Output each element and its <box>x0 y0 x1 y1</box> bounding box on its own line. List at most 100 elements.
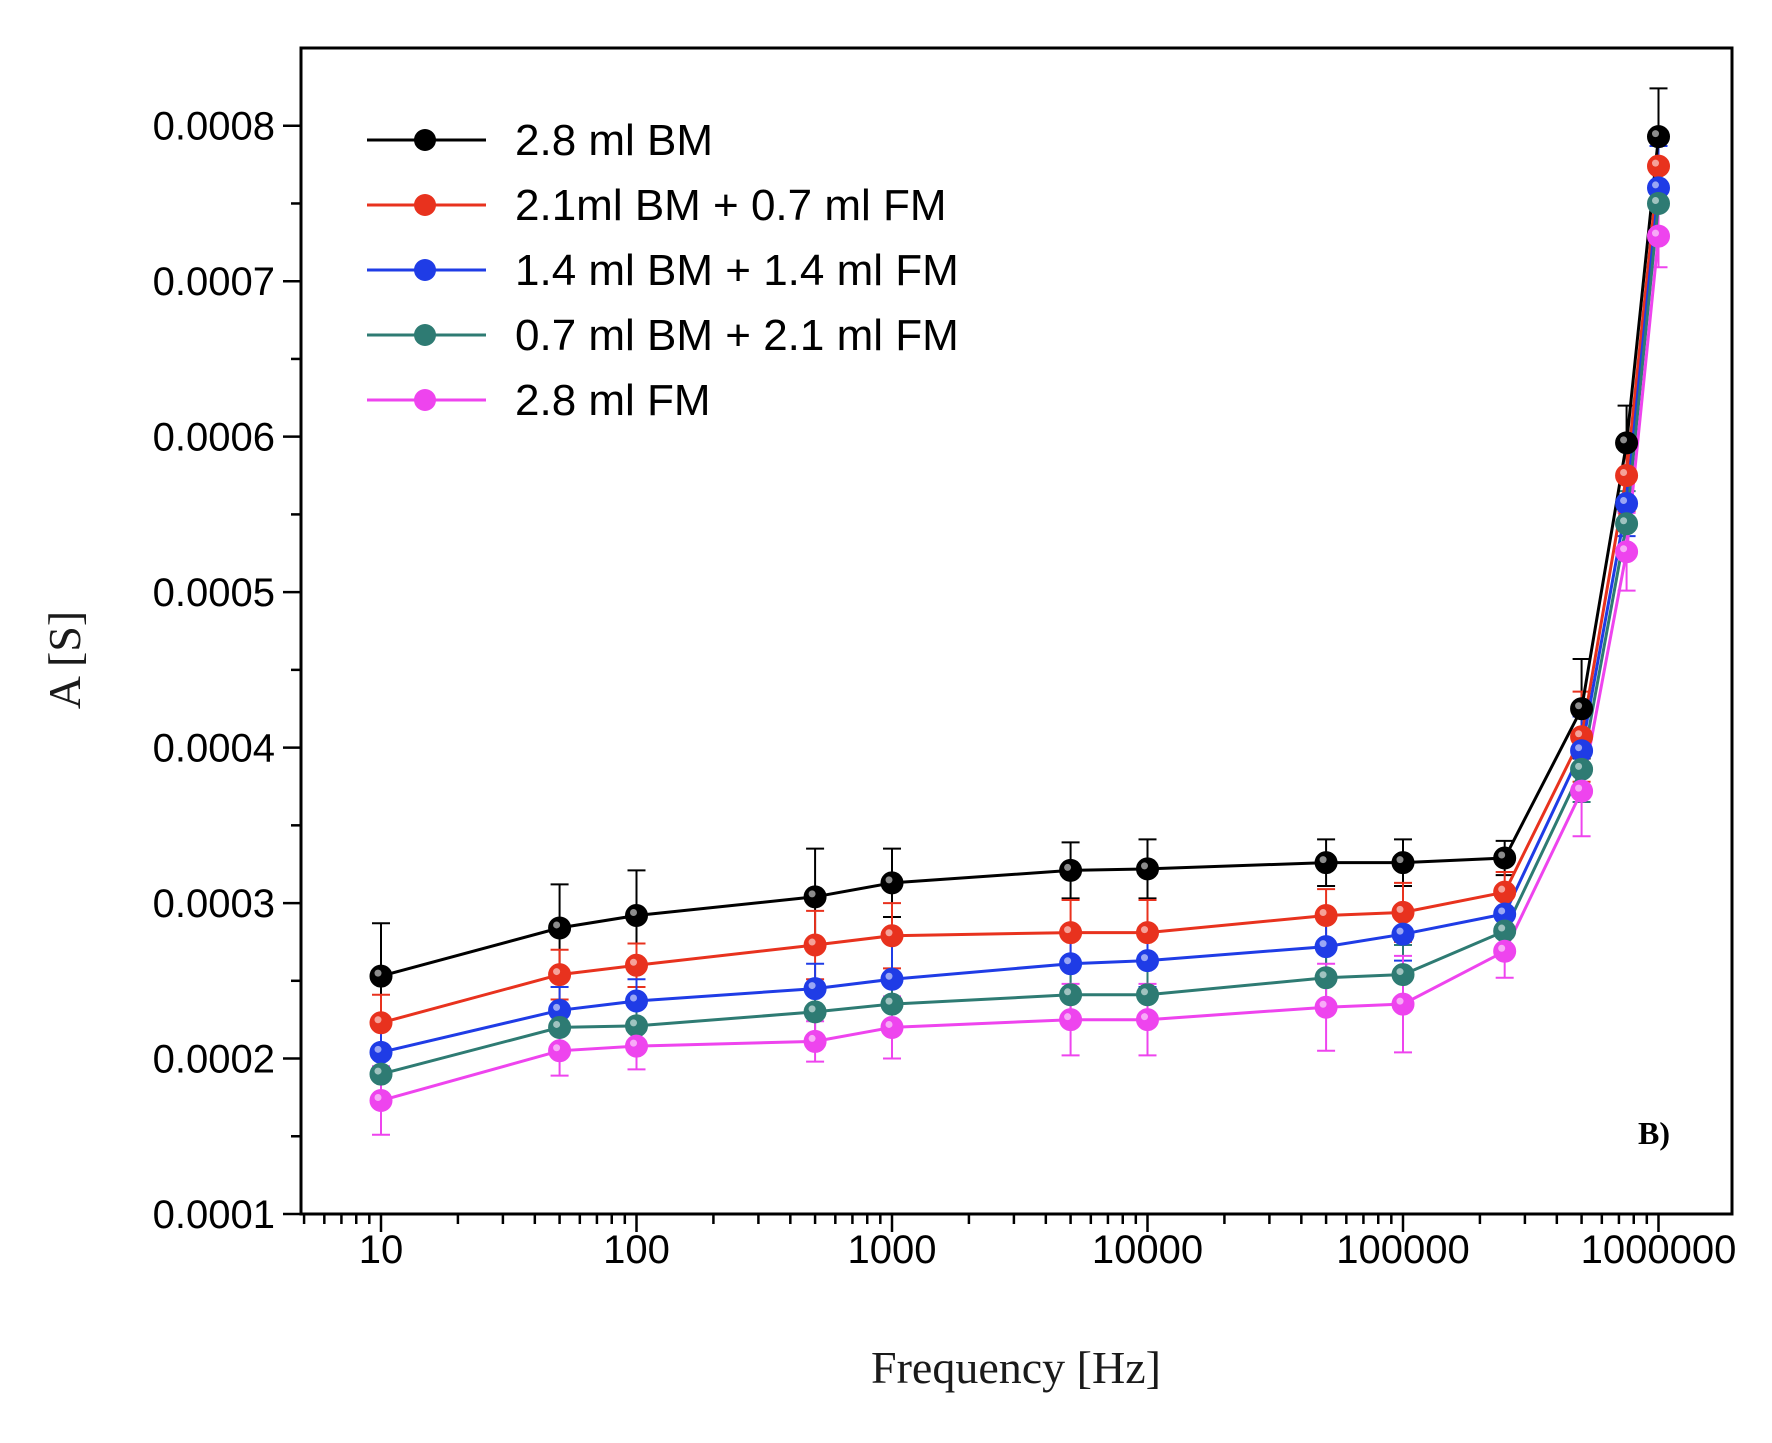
data-point <box>369 964 393 988</box>
legend-swatch-marker <box>414 259 436 281</box>
legend: 2.8 ml BM 2.1ml BM + 0.7 ml FM 1.4 ml BM +… <box>367 116 959 425</box>
data-point-highlight <box>1064 988 1072 996</box>
data-point-highlight <box>1064 863 1072 871</box>
data-point <box>1493 939 1517 963</box>
data-point <box>625 1034 648 1058</box>
data-point-highlight <box>1620 469 1628 477</box>
x-axis-title: Frequency [Hz] <box>871 1342 1161 1393</box>
data-point <box>369 1062 393 1086</box>
data-point-highlight <box>1396 968 1404 976</box>
data-point <box>548 1039 572 1063</box>
data-point <box>1391 992 1415 1016</box>
data-point <box>1391 900 1415 924</box>
data-point <box>1059 952 1083 976</box>
data-point-highlight <box>1141 988 1148 996</box>
series-markers <box>369 125 1670 1113</box>
data-point-highlight <box>1141 954 1148 962</box>
data-point-highlight <box>808 890 816 898</box>
data-point-highlight <box>808 938 816 946</box>
data-point <box>880 967 904 991</box>
data-point <box>1493 919 1517 943</box>
data-point <box>880 871 904 895</box>
data-point <box>1059 921 1083 945</box>
data-point-highlight <box>1319 971 1327 979</box>
legend-label: 2.1ml BM + 0.7 ml FM <box>515 181 947 230</box>
series-line <box>380 235 1660 1102</box>
data-point <box>1615 540 1639 564</box>
data-point <box>1615 492 1639 516</box>
data-point <box>1647 154 1670 178</box>
y-tick-label: 0.0005 <box>153 571 275 615</box>
data-point-highlight <box>553 1003 561 1011</box>
data-point <box>1391 851 1415 875</box>
data-point <box>1570 697 1594 721</box>
data-point-highlight <box>808 982 816 990</box>
data-point <box>548 916 572 940</box>
data-point-highlight <box>1064 957 1072 965</box>
y-tick-label: 0.0006 <box>153 416 275 460</box>
data-point-highlight <box>630 958 637 966</box>
data-point-highlight <box>553 921 561 929</box>
data-point-highlight <box>1498 924 1506 932</box>
legend-label: 2.8 ml FM <box>515 376 711 425</box>
data-point-highlight <box>1498 851 1506 859</box>
data-point-highlight <box>1575 762 1583 770</box>
data-point-highlight <box>374 1016 382 1024</box>
data-point-highlight <box>1652 181 1659 189</box>
data-point-highlight <box>885 1020 893 1028</box>
plot-frame <box>299 46 1734 1216</box>
data-point <box>1615 464 1639 488</box>
data-point <box>1391 922 1415 946</box>
tick-labels: 10 100 1000 10000 100000 1000000 0.0001 0.0002 0… <box>153 105 1737 1272</box>
data-point-highlight <box>1319 940 1327 948</box>
data-point-highlight <box>374 1045 382 1053</box>
data-point <box>1314 904 1338 928</box>
y-tick-label: 0.0008 <box>153 105 275 149</box>
legend-swatch-marker <box>414 194 436 216</box>
data-point <box>880 924 904 948</box>
data-point-highlight <box>1064 926 1072 934</box>
data-point <box>1136 1008 1159 1032</box>
legend-swatch-marker <box>414 389 436 411</box>
data-point <box>1615 512 1639 536</box>
axis-ticks <box>283 124 1660 1232</box>
data-point-highlight <box>1652 159 1659 167</box>
data-point-highlight <box>1620 517 1628 525</box>
data-point <box>369 1089 393 1113</box>
data-point-highlight <box>630 1039 637 1047</box>
data-point <box>880 1015 904 1039</box>
data-point <box>1647 224 1670 248</box>
data-point <box>1059 858 1083 882</box>
data-point <box>1059 983 1083 1007</box>
data-point <box>1647 191 1670 215</box>
x-tick-label: 10000 <box>1092 1228 1203 1272</box>
data-point <box>1647 125 1670 149</box>
data-point-highlight <box>1620 545 1628 553</box>
y-tick-label: 0.0004 <box>153 727 275 771</box>
data-point <box>1493 846 1517 870</box>
y-tick-label: 0.0007 <box>153 260 275 304</box>
data-point-highlight <box>1575 730 1583 738</box>
y-tick-label: 0.0001 <box>153 1193 275 1237</box>
data-point <box>1136 857 1159 881</box>
data-point <box>880 992 904 1016</box>
data-point-highlight <box>630 994 637 1002</box>
data-point <box>803 1029 827 1053</box>
data-point <box>803 977 827 1001</box>
data-point <box>1136 921 1159 945</box>
data-point-highlight <box>1575 702 1583 710</box>
data-point-highlight <box>1396 997 1404 1005</box>
data-point-highlight <box>1498 907 1506 915</box>
data-point-highlight <box>374 1094 382 1102</box>
data-point <box>1314 966 1338 990</box>
data-point <box>803 1000 827 1024</box>
data-point <box>369 1040 393 1064</box>
data-point-highlight <box>1319 909 1327 917</box>
data-point <box>1314 935 1338 959</box>
x-tick-label: 100000 <box>1336 1228 1469 1272</box>
data-point <box>1059 1008 1083 1032</box>
data-point <box>1570 779 1594 803</box>
data-point-highlight <box>1141 926 1148 934</box>
